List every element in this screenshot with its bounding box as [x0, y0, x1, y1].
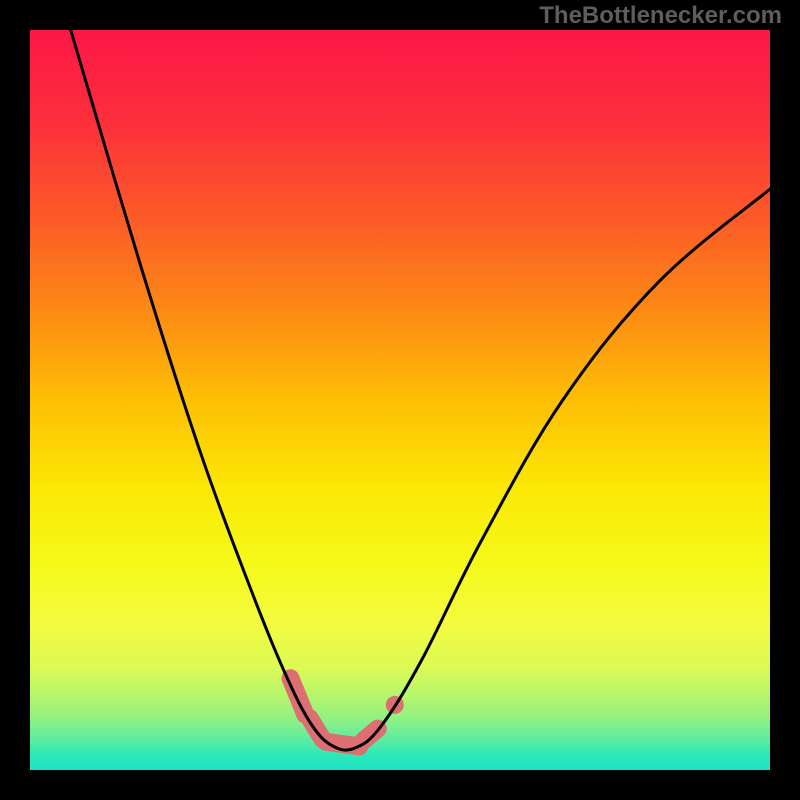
watermark-text: TheBottlenecker.com [539, 2, 782, 30]
gradient-background [30, 30, 770, 770]
bottleneck-chart [0, 0, 800, 800]
